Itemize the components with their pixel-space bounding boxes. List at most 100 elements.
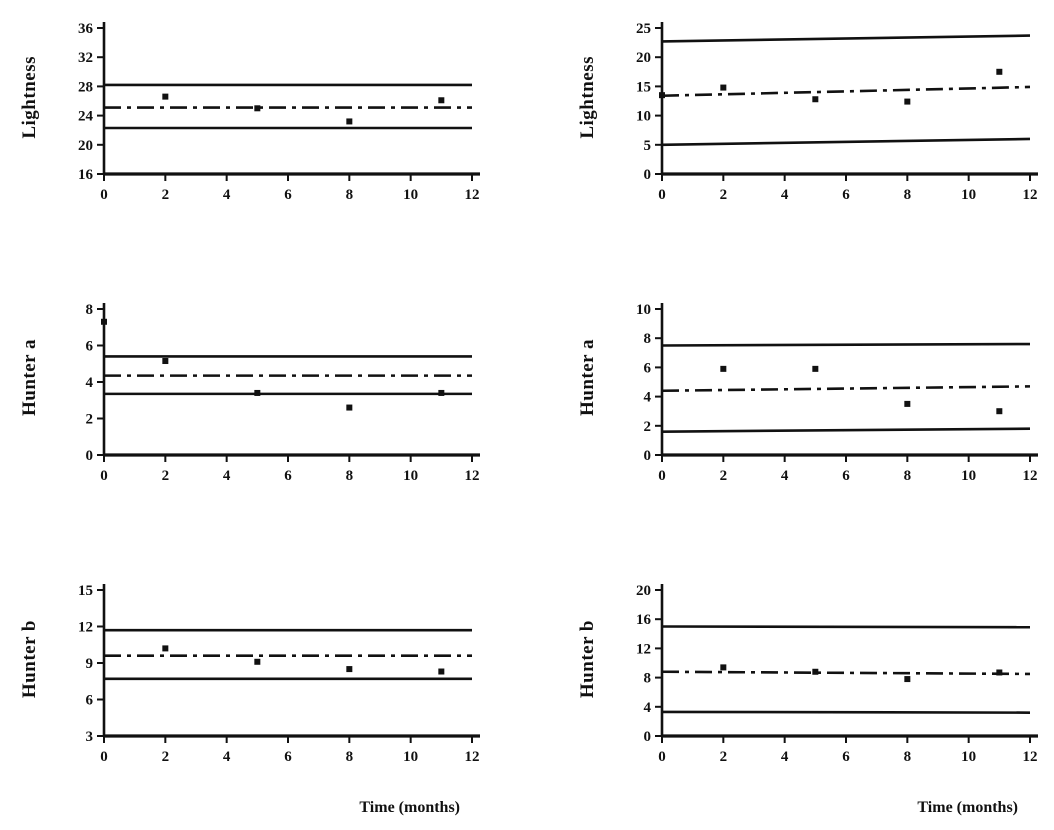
- y-tick-label: 32: [78, 50, 93, 66]
- data-point: [438, 97, 445, 104]
- chart-svg: 3 6 9 12 15 0 2 4 6 8 10 12: [78, 583, 480, 765]
- x-tick-label: 10: [961, 749, 976, 765]
- data-point: [996, 408, 1003, 415]
- y-tick-label: 4: [644, 390, 652, 406]
- y-tick-label: 28: [78, 79, 93, 95]
- x-tick-label: 12: [1023, 187, 1038, 203]
- data-point: [438, 389, 445, 396]
- y-tick-label: 5: [644, 138, 652, 154]
- y-tick-label: 8: [86, 302, 94, 318]
- x-tick-label: 10: [403, 468, 418, 484]
- y-tick-label: 15: [78, 583, 93, 599]
- chart-svg: 0 4 8 12 16 20 0 2 4 6 8 10 12: [636, 583, 1038, 765]
- data-point: [720, 365, 727, 372]
- chart-4-hunter-a: Hunter a 0 2 4 6 8 10 0 2 4 6 8 10 12: [570, 297, 1040, 500]
- x-tick-label: 0: [658, 749, 666, 765]
- y-axis-title-wrap: Lightness: [570, 16, 606, 178]
- y-tick-label: 0: [644, 448, 652, 464]
- y-tick-label: 16: [78, 167, 94, 183]
- x-tick-label: 4: [223, 749, 231, 765]
- x-tick-label: 4: [781, 749, 789, 765]
- y-tick-label: 0: [644, 729, 652, 745]
- x-tick-label: 12: [1023, 468, 1038, 484]
- lower-limit-line: [661, 427, 1031, 433]
- data-point: [254, 658, 261, 665]
- x-tick-label: 6: [842, 749, 850, 765]
- y-tick-label: 4: [644, 700, 652, 716]
- y-tick-label: 10: [636, 109, 651, 125]
- data-point: [254, 389, 261, 396]
- data-point: [812, 365, 819, 372]
- chart-1-lightness: Lightness 16 20 24 28 32 36 0 2 4 6 8 10 12: [12, 16, 482, 219]
- data-point: [904, 400, 911, 407]
- chart-3-hunter-a: Hunter a 0 2 4 6 8 0 2 4 6 8 10 12: [12, 297, 482, 500]
- data-point: [996, 68, 1003, 75]
- x-tick-label: 12: [465, 468, 480, 484]
- y-axis-title: Lightness: [19, 55, 40, 139]
- x-tick-label: 0: [658, 468, 666, 484]
- y-axis-title-wrap: Hunter b: [12, 578, 48, 740]
- x-tick-label: 4: [223, 468, 231, 484]
- y-tick-label: 16: [636, 612, 652, 628]
- x-tick-label: 10: [961, 468, 976, 484]
- x-tick-label: 8: [346, 187, 354, 203]
- x-tick-label: 4: [781, 468, 789, 484]
- y-axis-title-wrap: Hunter a: [12, 297, 48, 459]
- x-axis-title-left: Time (months): [359, 799, 460, 816]
- x-tick-label: 6: [284, 187, 292, 203]
- y-axis-title-wrap: Hunter b: [570, 578, 606, 740]
- data-point: [720, 664, 727, 671]
- y-tick-label: 6: [86, 693, 94, 709]
- center-line: [661, 85, 1031, 98]
- y-tick-label: 6: [644, 360, 652, 376]
- data-point: [812, 96, 819, 103]
- x-tick-label: 4: [223, 187, 231, 203]
- x-tick-label: 4: [781, 187, 789, 203]
- y-tick-label: 0: [644, 167, 652, 183]
- data-point: [101, 318, 107, 325]
- y-tick-label: 20: [636, 583, 651, 599]
- x-tick-label: 0: [658, 187, 666, 203]
- y-tick-label: 8: [644, 671, 652, 687]
- x-tick-label: 12: [465, 187, 480, 203]
- x-tick-label: 8: [346, 749, 354, 765]
- y-tick-label: 20: [636, 50, 651, 66]
- chart-svg: 0 2 4 6 8 0 2 4 6 8 10 12: [86, 302, 480, 484]
- chart-2-lightness: Lightness 0 5 10 15 20 25 0 2 4 6 8 10 12: [570, 16, 1040, 219]
- y-tick-label: 4: [86, 375, 94, 391]
- upper-limit-line: [661, 625, 1031, 629]
- y-axis-title-wrap: Hunter a: [570, 297, 606, 459]
- data-point: [659, 92, 665, 99]
- x-tick-label: 6: [842, 187, 850, 203]
- y-tick-label: 25: [636, 21, 651, 37]
- chart-6-hunter-b: Hunter b 0 4 8 12 16 20 0 2 4 6 8 10 12: [570, 578, 1040, 781]
- x-tick-label: 6: [284, 749, 292, 765]
- y-tick-label: 36: [78, 21, 94, 37]
- data-point: [996, 669, 1003, 676]
- data-point: [812, 668, 819, 675]
- data-point: [162, 358, 169, 365]
- x-tick-label: 2: [162, 187, 170, 203]
- chart-svg: 0 5 10 15 20 25 0 2 4 6 8 10 12: [636, 21, 1038, 203]
- y-tick-label: 0: [86, 448, 94, 464]
- y-axis-title: Lightness: [577, 55, 598, 139]
- y-axis-title: Hunter b: [577, 619, 598, 699]
- data-point: [346, 666, 353, 673]
- x-tick-label: 12: [1023, 749, 1038, 765]
- lower-limit-line: [661, 137, 1031, 147]
- y-axis-title: Hunter b: [19, 619, 40, 699]
- charts-grid: Lightness 16 20 24 28 32 36 0 2 4 6 8 10 12 Lightness 0…: [12, 16, 1040, 781]
- data-point: [904, 98, 911, 105]
- center-line: [661, 385, 1031, 393]
- y-tick-label: 3: [86, 729, 94, 745]
- x-tick-label: 10: [403, 187, 418, 203]
- x-tick-label: 8: [904, 749, 912, 765]
- x-tick-label: 2: [720, 187, 728, 203]
- lower-limit-line: [661, 710, 1031, 714]
- data-point: [904, 676, 911, 683]
- x-tick-label: 8: [904, 187, 912, 203]
- y-tick-label: 2: [644, 419, 652, 435]
- x-tick-label: 0: [100, 468, 108, 484]
